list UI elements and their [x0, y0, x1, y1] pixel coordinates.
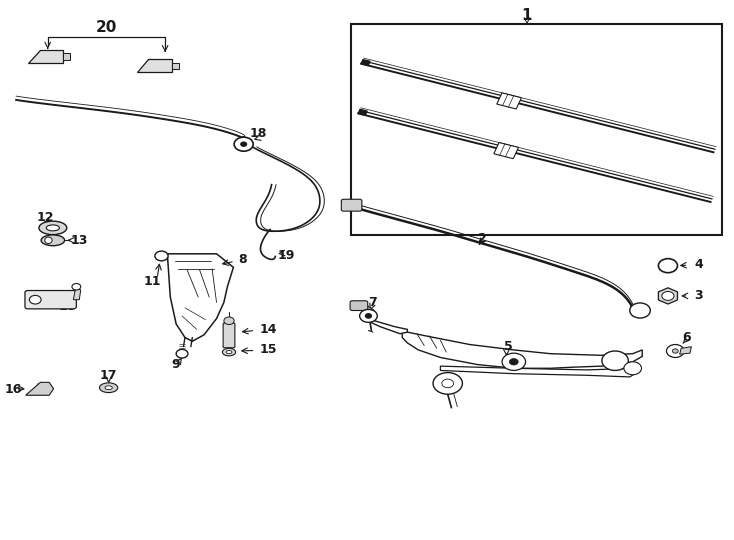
Text: +: +	[159, 253, 164, 259]
Circle shape	[29, 295, 41, 304]
Text: 13: 13	[70, 234, 88, 247]
Circle shape	[666, 345, 684, 357]
Circle shape	[224, 317, 234, 325]
Text: 16: 16	[4, 383, 22, 396]
Text: 1: 1	[522, 8, 532, 23]
Text: 15: 15	[259, 343, 277, 356]
Text: 5: 5	[504, 340, 513, 353]
Circle shape	[602, 351, 628, 370]
Text: 7: 7	[368, 296, 377, 309]
Text: 12: 12	[37, 211, 54, 224]
Circle shape	[509, 359, 518, 365]
Polygon shape	[358, 109, 367, 115]
Circle shape	[502, 353, 526, 370]
Text: 14: 14	[259, 323, 277, 336]
Polygon shape	[368, 316, 407, 334]
Circle shape	[672, 349, 678, 353]
Text: 17: 17	[100, 369, 117, 382]
Ellipse shape	[222, 348, 236, 356]
Circle shape	[658, 259, 677, 273]
Text: 11: 11	[144, 275, 161, 288]
Circle shape	[630, 303, 650, 318]
Polygon shape	[63, 53, 70, 60]
Polygon shape	[172, 63, 179, 69]
Polygon shape	[26, 382, 54, 395]
Circle shape	[442, 379, 454, 388]
Text: 8: 8	[238, 253, 247, 266]
Circle shape	[241, 142, 247, 146]
FancyBboxPatch shape	[341, 199, 362, 211]
Polygon shape	[360, 303, 374, 314]
Ellipse shape	[105, 386, 112, 390]
Ellipse shape	[46, 225, 59, 231]
Text: 4: 4	[694, 258, 703, 271]
Polygon shape	[137, 59, 172, 72]
Polygon shape	[28, 50, 63, 63]
Polygon shape	[680, 347, 691, 354]
Circle shape	[72, 284, 81, 290]
Text: 10: 10	[59, 300, 76, 313]
Text: 20: 20	[95, 19, 117, 35]
Text: 19: 19	[277, 249, 295, 262]
Ellipse shape	[226, 350, 232, 354]
Circle shape	[366, 314, 371, 318]
Bar	[497, 93, 521, 109]
Circle shape	[360, 309, 377, 322]
Text: 3: 3	[694, 289, 703, 302]
Text: 2: 2	[478, 232, 487, 245]
Polygon shape	[658, 288, 677, 304]
Ellipse shape	[39, 221, 67, 234]
Bar	[351, 24, 722, 235]
Text: 18: 18	[250, 127, 267, 140]
Bar	[494, 143, 518, 159]
Polygon shape	[440, 366, 635, 377]
Circle shape	[234, 137, 253, 151]
FancyBboxPatch shape	[223, 323, 235, 348]
Polygon shape	[167, 254, 233, 341]
Ellipse shape	[41, 235, 65, 246]
Polygon shape	[361, 59, 370, 65]
Ellipse shape	[99, 383, 117, 393]
FancyBboxPatch shape	[350, 301, 368, 310]
Text: 9: 9	[172, 358, 181, 371]
Circle shape	[433, 373, 462, 394]
Polygon shape	[402, 332, 642, 368]
Circle shape	[176, 349, 188, 358]
Text: 6: 6	[682, 331, 691, 344]
FancyBboxPatch shape	[25, 291, 76, 309]
Circle shape	[624, 362, 642, 375]
Polygon shape	[73, 288, 81, 300]
Circle shape	[662, 292, 674, 300]
Circle shape	[155, 251, 168, 261]
Ellipse shape	[45, 237, 52, 244]
